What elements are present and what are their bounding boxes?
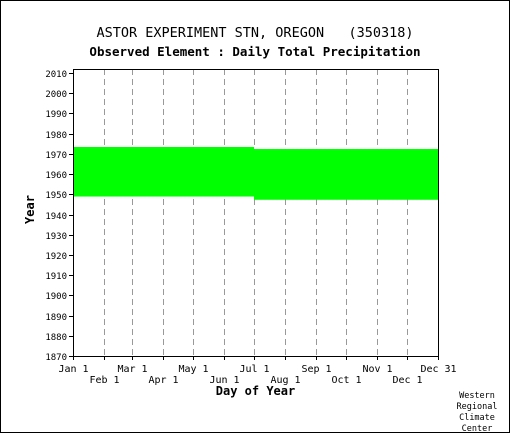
plot-border	[73, 69, 439, 357]
x-tick-label: Jan 1	[58, 364, 88, 375]
y-tick-label: 2010	[45, 70, 67, 80]
x-tick-label: Jun 1	[209, 375, 239, 386]
credit-line: Western	[459, 391, 495, 401]
x-axis-title: Day of Year	[216, 384, 295, 398]
label-layer: 1870 1880 1890 1900 1910 1920 1930 1940 1950 1960…	[23, 70, 457, 398]
x-tick-label: Apr 1	[148, 375, 178, 386]
data-layer	[73, 147, 438, 200]
y-tick-label: 1920	[45, 252, 67, 262]
y-tick-label: 1940	[45, 212, 67, 222]
y-tick-label: 2000	[45, 90, 67, 100]
x-tick-label: Mar 1	[117, 364, 147, 375]
x-tick-label: Oct 1	[331, 375, 361, 386]
y-tick-label: 1900	[45, 292, 67, 302]
y-tick-label: 1930	[45, 232, 67, 242]
axis-layer	[69, 69, 439, 360]
x-tick-label: Jul 1	[239, 364, 269, 375]
data-coverage-block	[73, 147, 254, 197]
chart-subtitle: Observed Element : Daily Total Precipita…	[89, 44, 421, 59]
x-tick-label: Sep 1	[301, 364, 331, 375]
data-coverage-block	[254, 149, 438, 200]
x-tick-label: Feb 1	[89, 375, 119, 386]
x-tick-label: Dec 1	[392, 375, 422, 386]
y-axis-title: Year	[23, 195, 37, 224]
y-tick-label: 1960	[45, 171, 67, 181]
y-tick-label: 1880	[45, 333, 67, 343]
chart-title: ASTOR EXPERIMENT STN, OREGON (350318)	[96, 25, 414, 41]
y-tick-label: 1910	[45, 272, 67, 282]
x-tick-label: May 1	[178, 364, 208, 375]
credit-line: Center	[461, 424, 493, 434]
x-tick-label: Dec 31	[420, 364, 456, 375]
grid-layer	[104, 69, 408, 356]
credit-line: Climate	[459, 413, 495, 423]
credit-line: Regional	[456, 402, 498, 412]
y-tick-label: 1950	[45, 191, 67, 201]
y-tick-label: 1970	[45, 151, 67, 161]
x-tick-label: Aug 1	[270, 375, 300, 386]
y-tick-label: 1890	[45, 313, 67, 323]
y-tick-label: 1980	[45, 131, 67, 141]
y-tick-label: 1870	[45, 353, 67, 363]
credit-block: Western Regional Climate Center	[451, 391, 503, 435]
x-tick-label: Nov 1	[362, 364, 392, 375]
y-tick-label: 1990	[45, 110, 67, 120]
